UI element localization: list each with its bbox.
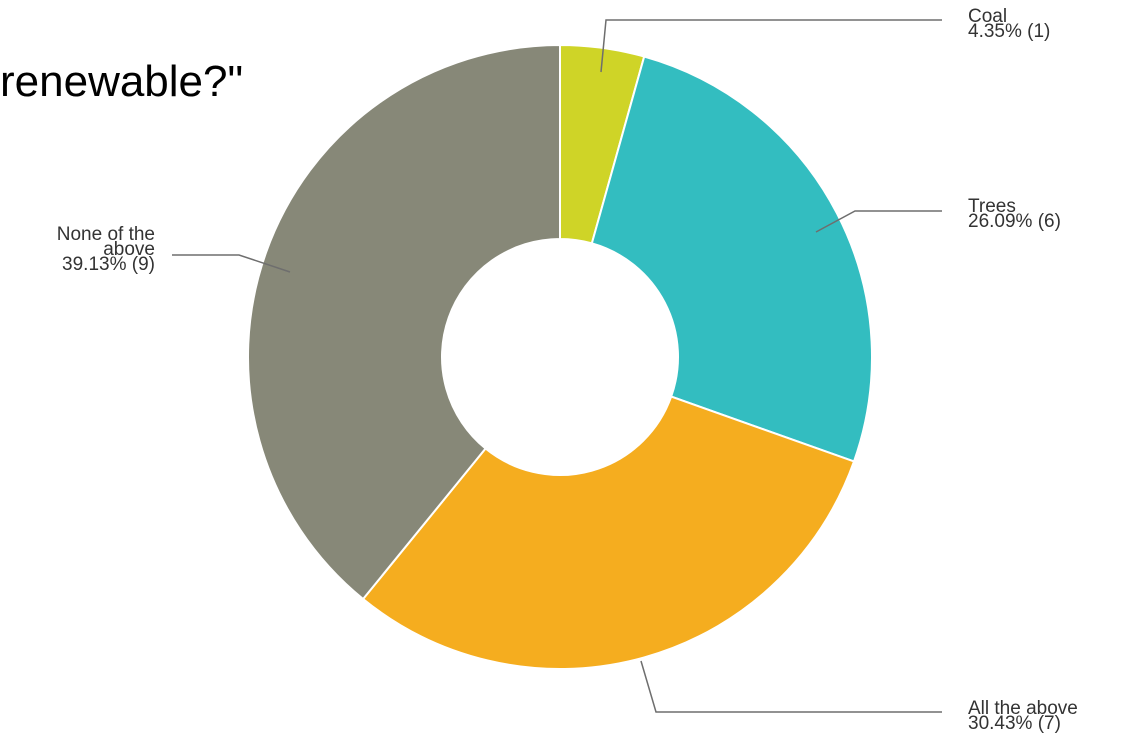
label-line: Trees <box>968 196 1016 217</box>
slice-trees <box>590 55 873 463</box>
label-coal: Coal 4.35% (1) <box>968 6 1050 42</box>
labels-group: Coal 4.35% (1) Trees 26.09% (6) All the abov… <box>57 6 1078 734</box>
slices-group <box>247 43 873 670</box>
label-line: Coal <box>968 6 1007 27</box>
label-none-of-the-above: None of the above 39.13% (9) <box>57 224 155 275</box>
page-title: renewable?" <box>0 57 244 106</box>
slice-none-of-the-above <box>247 43 561 601</box>
label-line: 30.43% (7) <box>968 713 1061 734</box>
label-all-the-above: All the above 30.43% (7) <box>968 698 1078 734</box>
slice-all-the-above <box>361 395 856 670</box>
leader-line-trees <box>815 210 942 233</box>
label-trees: Trees 26.09% (6) <box>968 196 1061 232</box>
leader-line-none-of-the-above <box>172 254 291 273</box>
label-line: 4.35% (1) <box>968 21 1050 42</box>
label-line: All the above <box>968 698 1078 719</box>
label-line: above <box>103 239 155 260</box>
label-line: None of the <box>57 224 155 245</box>
leader-lines-group <box>172 19 942 713</box>
label-line: 39.13% (9) <box>62 254 155 275</box>
label-line: 26.09% (6) <box>968 211 1061 232</box>
leader-line-all-the-above <box>640 660 942 713</box>
leader-line-coal <box>600 19 942 73</box>
